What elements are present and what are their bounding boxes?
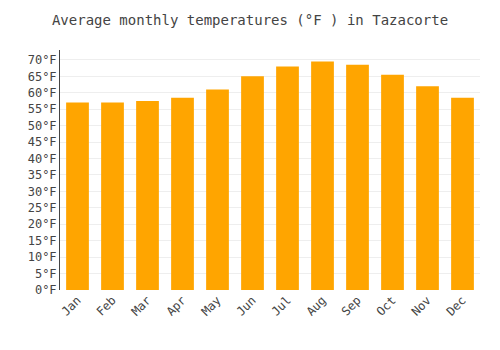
svg-text:May: May xyxy=(199,293,224,318)
svg-text:70°F: 70°F xyxy=(28,53,57,67)
svg-text:Dec: Dec xyxy=(444,293,469,318)
svg-text:40°F: 40°F xyxy=(28,152,57,166)
svg-text:25°F: 25°F xyxy=(28,201,57,215)
svg-text:0°F: 0°F xyxy=(35,283,57,297)
svg-text:Jul: Jul xyxy=(269,293,294,318)
svg-text:Apr: Apr xyxy=(164,293,189,318)
svg-text:20°F: 20°F xyxy=(28,217,57,231)
svg-text:30°F: 30°F xyxy=(28,185,57,199)
svg-text:Oct: Oct xyxy=(374,293,399,318)
svg-text:35°F: 35°F xyxy=(28,168,57,182)
svg-text:10°F: 10°F xyxy=(28,250,57,264)
svg-text:55°F: 55°F xyxy=(28,102,57,116)
svg-text:Jan: Jan xyxy=(59,293,84,318)
svg-text:15°F: 15°F xyxy=(28,234,57,248)
svg-text:Nov: Nov xyxy=(409,293,434,318)
svg-text:60°F: 60°F xyxy=(28,86,57,100)
svg-text:45°F: 45°F xyxy=(28,135,57,149)
svg-text:Average monthly temperatures (: Average monthly temperatures (°F ) in Ta… xyxy=(52,12,448,28)
svg-text:5°F: 5°F xyxy=(35,267,57,281)
svg-text:Mar: Mar xyxy=(129,293,154,318)
svg-text:Jun: Jun xyxy=(234,293,259,318)
svg-text:65°F: 65°F xyxy=(28,70,57,84)
svg-text:Sep: Sep xyxy=(339,293,364,318)
svg-text:Feb: Feb xyxy=(94,293,119,318)
svg-text:50°F: 50°F xyxy=(28,119,57,133)
svg-text:Aug: Aug xyxy=(304,293,329,318)
